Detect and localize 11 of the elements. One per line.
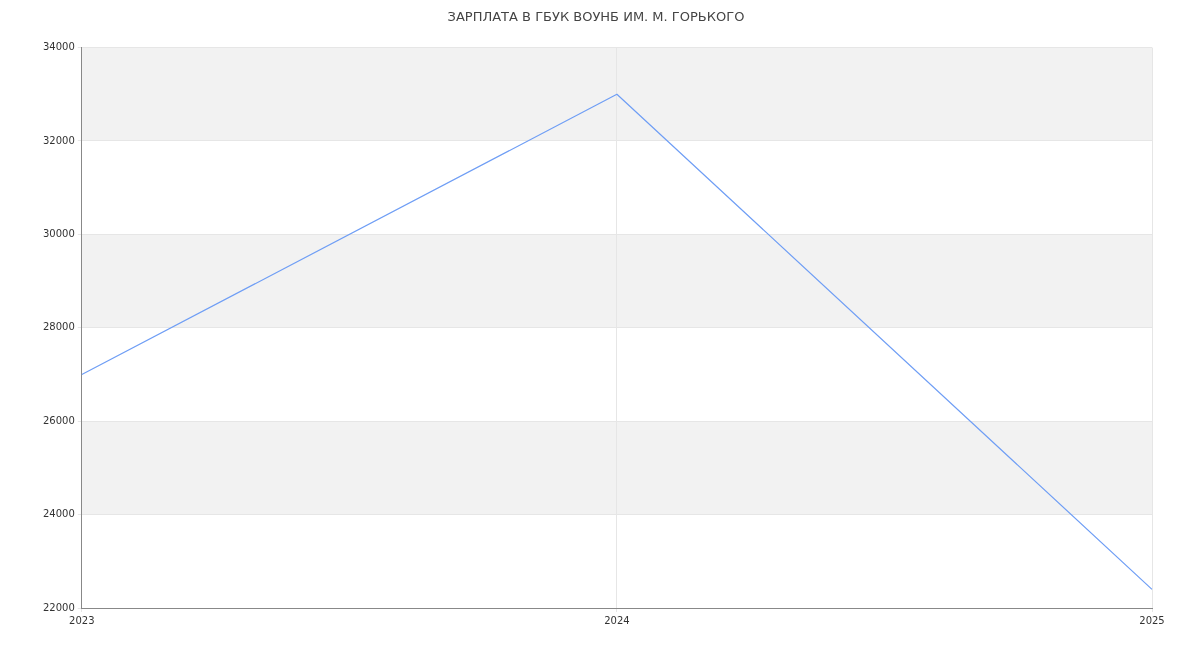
- y-tick-label: 24000: [43, 508, 75, 520]
- y-tick-label: 26000: [43, 414, 75, 426]
- y-tick-label: 32000: [43, 134, 75, 146]
- y-tick-label: 34000: [43, 41, 75, 53]
- y-tick-label: 22000: [43, 601, 75, 613]
- chart-title: ЗАРПЛАТА В ГБУК ВОУНБ ИМ. М. ГОРЬКОГО: [447, 9, 745, 25]
- x-tick-label: 2025: [1139, 614, 1165, 626]
- x-tick-label: 2024: [604, 614, 630, 626]
- y-tick-label: 28000: [43, 321, 75, 333]
- y-tick-label: 30000: [43, 227, 75, 239]
- x-tick-label: 2023: [69, 614, 95, 626]
